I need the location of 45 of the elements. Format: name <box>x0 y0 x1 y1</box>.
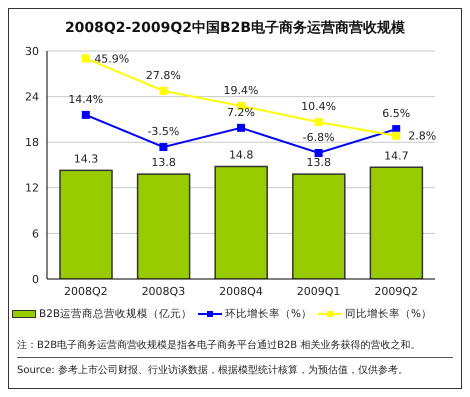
data-label: -6.8% <box>302 130 335 144</box>
data-label: 14.4% <box>68 92 104 106</box>
y-tick-label: 18 <box>25 136 39 150</box>
point <box>392 132 400 140</box>
x-tick-label: 2008Q2 <box>64 284 108 298</box>
data-label: 6.5% <box>382 107 410 120</box>
data-label: 2.8% <box>408 130 436 143</box>
x-tick-label: 2009Q1 <box>296 284 340 298</box>
point <box>82 54 90 62</box>
data-label: 13.8 <box>306 156 332 170</box>
y-tick-label: 12 <box>25 182 39 195</box>
y-tick-label: 30 <box>25 44 39 58</box>
y-tick-label: 24 <box>25 90 39 104</box>
y-tick-label: 0 <box>32 272 39 286</box>
x-tick-label: 2008Q3 <box>142 284 186 298</box>
point <box>159 143 168 152</box>
legend-label: 同比增长率（%） <box>344 307 432 321</box>
x-tick-label: 2008Q4 <box>219 284 263 298</box>
data-label: 19.4% <box>224 84 258 97</box>
data-label: -3.5% <box>147 125 180 138</box>
data-label: 45.9% <box>94 52 130 66</box>
point <box>314 118 323 126</box>
data-label: 27.8% <box>146 68 181 82</box>
point <box>159 86 168 95</box>
point <box>314 148 323 157</box>
bar <box>214 166 268 279</box>
source-note: Source: 参考上市公司财报、行业访谈数据，根据模型统计核算，为预估值，仅供参考。 <box>17 357 453 382</box>
legend-label: 环比增长率（%） <box>224 307 312 321</box>
point <box>82 110 90 119</box>
data-label: 7.2% <box>227 106 255 119</box>
text: 注：B2B电子商务运营商营收规模是指各电子商务平台通过B2B 相关业务获得的营收之和。 <box>17 338 422 353</box>
bar <box>136 173 190 279</box>
point <box>237 124 245 132</box>
bar <box>292 173 346 279</box>
data-label: 14.8 <box>228 148 254 162</box>
bar <box>370 166 424 279</box>
y-tick-label: 6 <box>32 227 39 240</box>
data-label: 14.7 <box>384 149 409 162</box>
chart-title: 2008Q2-2009Q2中国B2B电子商务运营商营收规模 <box>64 19 406 37</box>
bar <box>59 170 113 279</box>
x-tick-label: 2009Q2 <box>374 284 418 298</box>
data-label: 13.8 <box>151 156 176 170</box>
data-label: 10.4% <box>301 100 336 114</box>
data-label: 14.3 <box>74 152 98 166</box>
legend-label: B2B运营商总营收规模（亿元） <box>38 307 192 321</box>
